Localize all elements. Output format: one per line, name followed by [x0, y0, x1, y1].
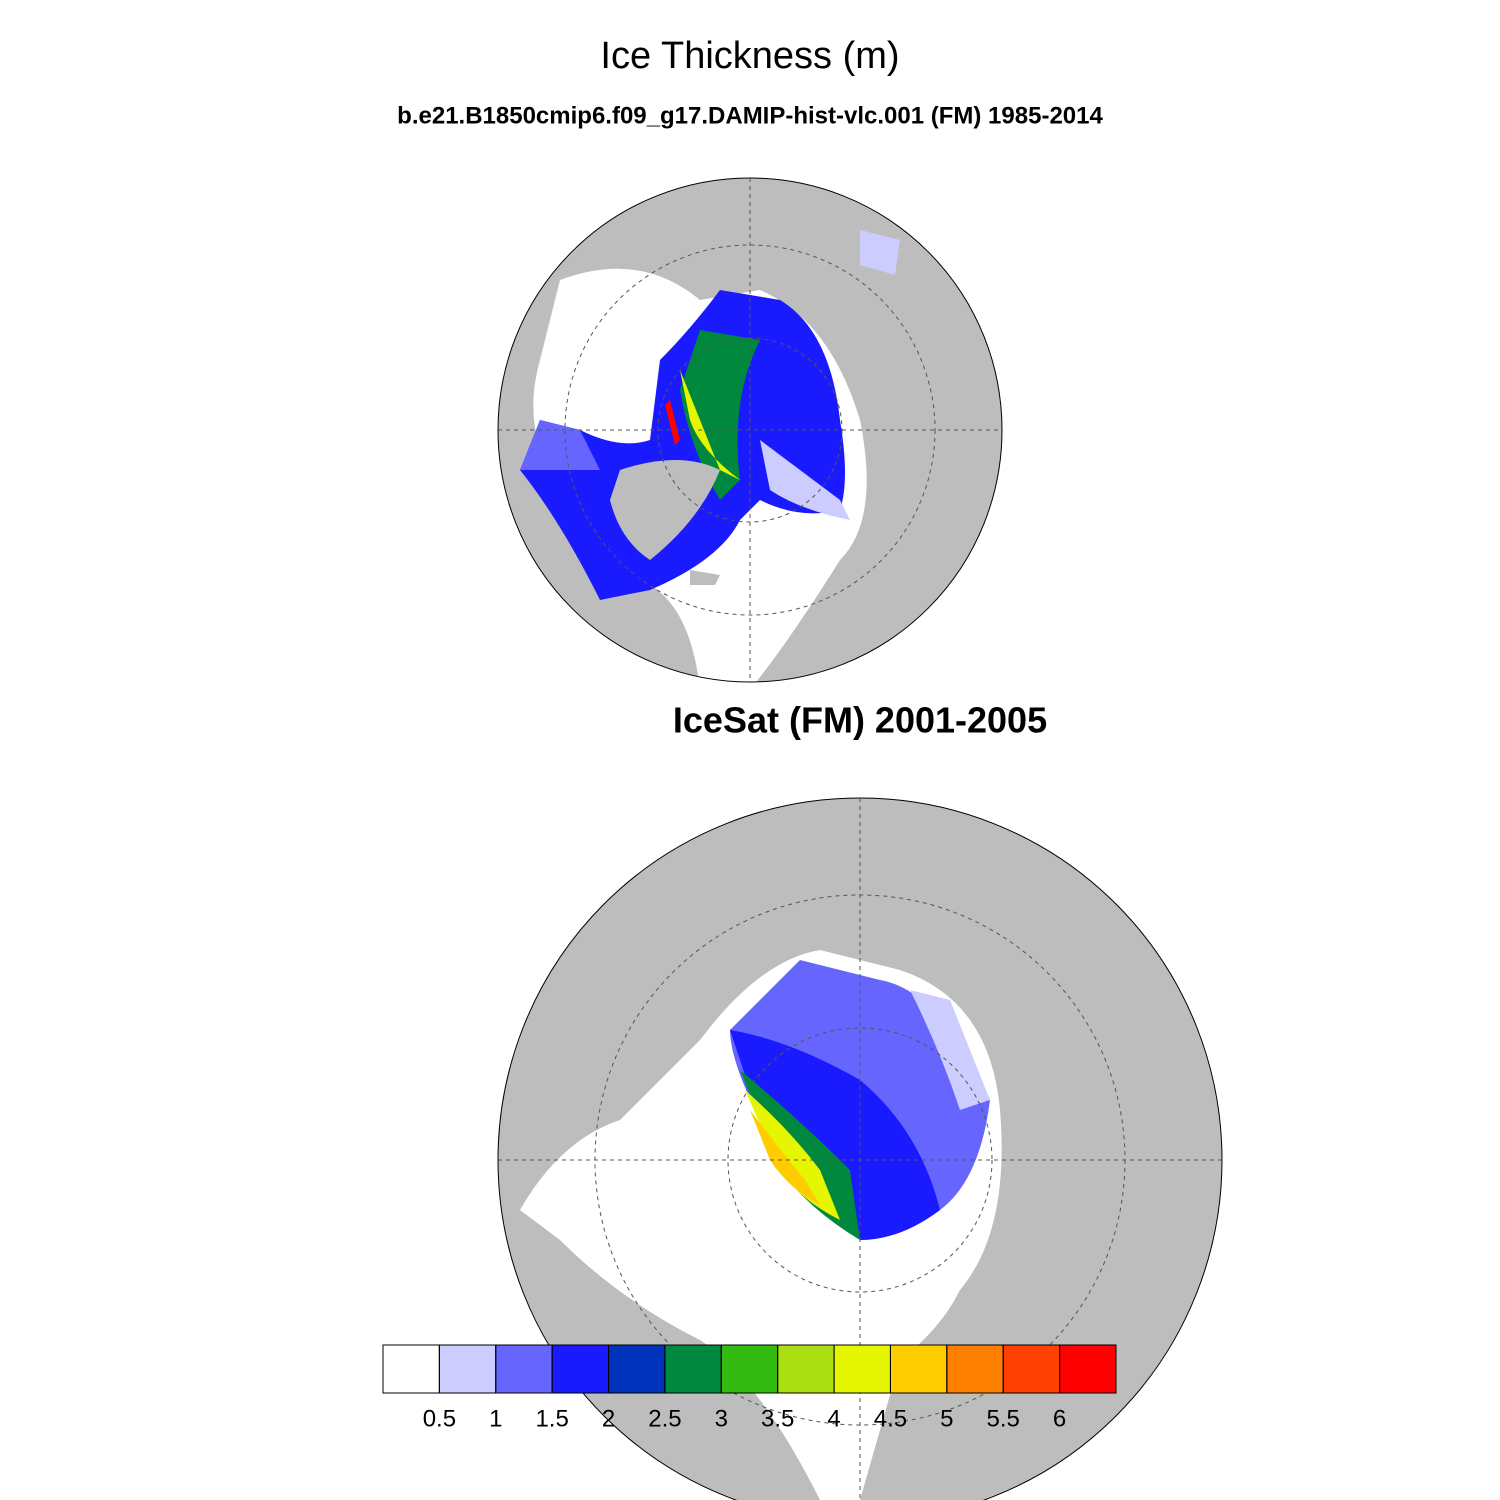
colorbar: 0.5 1 1.5 2 2.5 3 3.5 4 4.5 5 5.5 6 [382, 1344, 1117, 1432]
colorbar-box [1002, 1344, 1061, 1394]
subtitle: b.e21.B1850cmip6.f09_g17.DAMIP-hist-vlc.… [397, 102, 1103, 129]
panel-title: IceSat (FM) 2001-2005 [673, 700, 1047, 741]
colorbar-box [382, 1344, 440, 1394]
colorbar-box [551, 1344, 610, 1394]
colorbar-box [438, 1344, 497, 1394]
colorbar-label: 2 [602, 1405, 615, 1432]
colorbar-box [777, 1344, 835, 1394]
colorbar-label: 2.5 [648, 1405, 681, 1432]
colorbar-box [495, 1344, 553, 1394]
colorbar-box [946, 1344, 1004, 1394]
colorbar-box [664, 1344, 722, 1394]
colorbar-box [889, 1344, 948, 1394]
colorbar-label: 4 [827, 1405, 840, 1432]
colorbar-label: 6 [1053, 1405, 1066, 1432]
colorbar-box [1059, 1344, 1117, 1394]
colorbar-label: 3 [715, 1405, 728, 1432]
colorbar-label: 3.5 [761, 1405, 794, 1432]
colorbar-box [720, 1344, 779, 1394]
colorbar-label: 1.5 [535, 1405, 568, 1432]
graticule [498, 178, 1002, 682]
title: Ice Thickness (m) [600, 35, 899, 77]
colorbar-label: 1 [489, 1405, 502, 1432]
colorbar-label: 5.5 [987, 1405, 1020, 1432]
colorbar-label: 5 [940, 1405, 953, 1432]
colorbar-box [833, 1344, 891, 1394]
colorbar-box [608, 1344, 666, 1394]
colorbar-label: 0.5 [423, 1405, 456, 1432]
colorbar-label: 4.5 [874, 1405, 907, 1432]
